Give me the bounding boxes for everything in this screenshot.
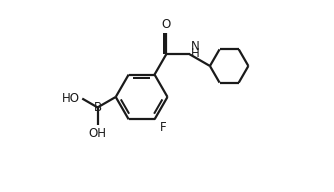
Text: O: O: [162, 18, 171, 31]
Text: HO: HO: [62, 92, 80, 105]
Text: H: H: [191, 47, 200, 60]
Text: F: F: [160, 122, 166, 134]
Text: B: B: [94, 101, 102, 114]
Text: N: N: [191, 40, 200, 53]
Text: OH: OH: [89, 127, 107, 140]
